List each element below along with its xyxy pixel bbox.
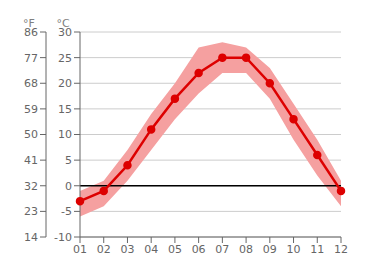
- svg-text:°C: °C: [56, 17, 70, 30]
- svg-text:59: 59: [24, 103, 38, 116]
- svg-text:11: 11: [310, 243, 324, 256]
- svg-text:09: 09: [263, 243, 277, 256]
- svg-text:10: 10: [58, 128, 72, 141]
- svg-text:68: 68: [24, 77, 38, 90]
- svg-text:04: 04: [144, 243, 158, 256]
- svg-text:01: 01: [73, 243, 87, 256]
- svg-text:5: 5: [65, 154, 72, 167]
- svg-text:14: 14: [24, 231, 38, 244]
- svg-text:77: 77: [24, 52, 38, 65]
- svg-text:08: 08: [239, 243, 253, 256]
- svg-text:20: 20: [58, 77, 72, 90]
- svg-text:10: 10: [287, 243, 301, 256]
- svg-text:07: 07: [215, 243, 229, 256]
- svg-text:30: 30: [58, 25, 72, 39]
- svg-text:05: 05: [168, 243, 182, 256]
- svg-text:86: 86: [24, 25, 38, 39]
- svg-text:12: 12: [334, 243, 348, 256]
- svg-text:02: 02: [97, 243, 111, 256]
- svg-text:-5: -5: [61, 205, 72, 218]
- svg-text:0: 0: [65, 180, 72, 193]
- svg-text:50: 50: [24, 128, 38, 141]
- svg-text:23: 23: [24, 205, 38, 218]
- svg-text:32: 32: [24, 180, 38, 193]
- svg-text:-10: -10: [54, 231, 72, 244]
- svg-text:°F: °F: [23, 17, 35, 30]
- svg-text:06: 06: [192, 243, 206, 256]
- svg-text:25: 25: [58, 52, 72, 65]
- svg-text:15: 15: [58, 103, 72, 116]
- svg-text:41: 41: [24, 154, 38, 167]
- svg-text:03: 03: [120, 243, 134, 256]
